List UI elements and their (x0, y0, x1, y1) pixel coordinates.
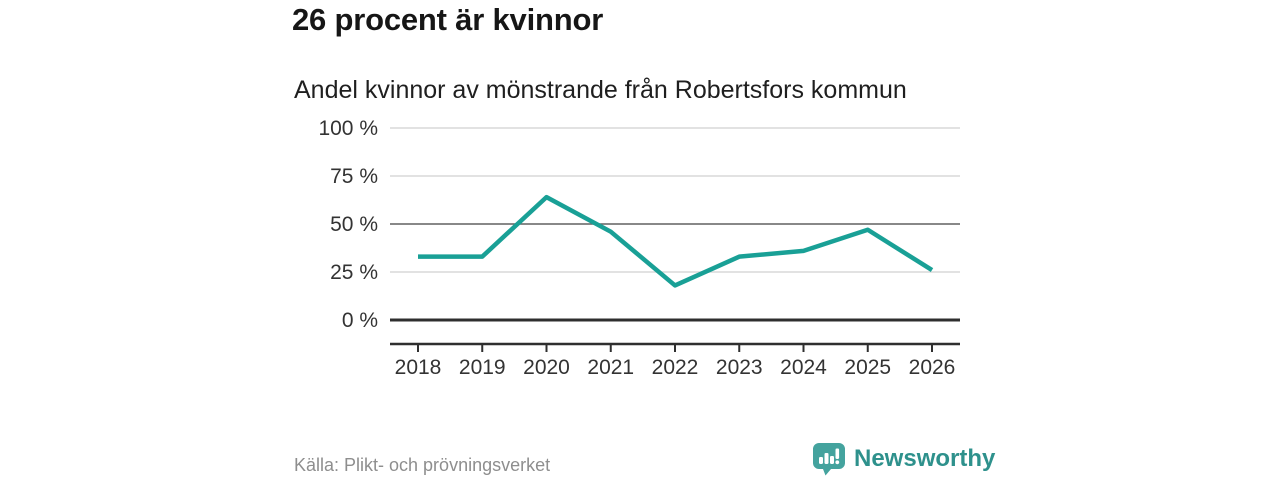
chart-title: 26 procent är kvinnor (292, 2, 604, 37)
newsworthy-logo-icon (813, 443, 845, 476)
svg-text:75 %: 75 % (330, 165, 378, 188)
svg-text:50 %: 50 % (330, 213, 378, 236)
svg-text:25 %: 25 % (330, 261, 378, 284)
svg-text:2024: 2024 (780, 356, 827, 379)
svg-text:2019: 2019 (459, 356, 506, 379)
logo-bubble-shape (813, 443, 845, 476)
svg-text:2022: 2022 (652, 356, 699, 379)
svg-text:0 %: 0 % (342, 309, 378, 332)
source-text: Källa: Plikt- och prövningsverket (294, 455, 551, 475)
brand-name: Newsworthy (854, 445, 996, 472)
brand-logo[interactable]: Newsworthy (812, 442, 995, 476)
svg-text:2018: 2018 (395, 356, 442, 379)
svg-text:2023: 2023 (716, 356, 763, 379)
svg-text:2021: 2021 (587, 356, 634, 379)
chart-subtitle: Andel kvinnor av mönstrande från Roberts… (294, 76, 907, 104)
svg-text:2026: 2026 (909, 356, 956, 379)
svg-text:100 %: 100 % (318, 117, 378, 140)
svg-text:2025: 2025 (844, 356, 891, 379)
line-chart: 100 % 75 % 50 % 25 % 0 % 2018 2019 2020 2021 2022… (318, 117, 960, 379)
svg-text:2020: 2020 (523, 356, 570, 379)
